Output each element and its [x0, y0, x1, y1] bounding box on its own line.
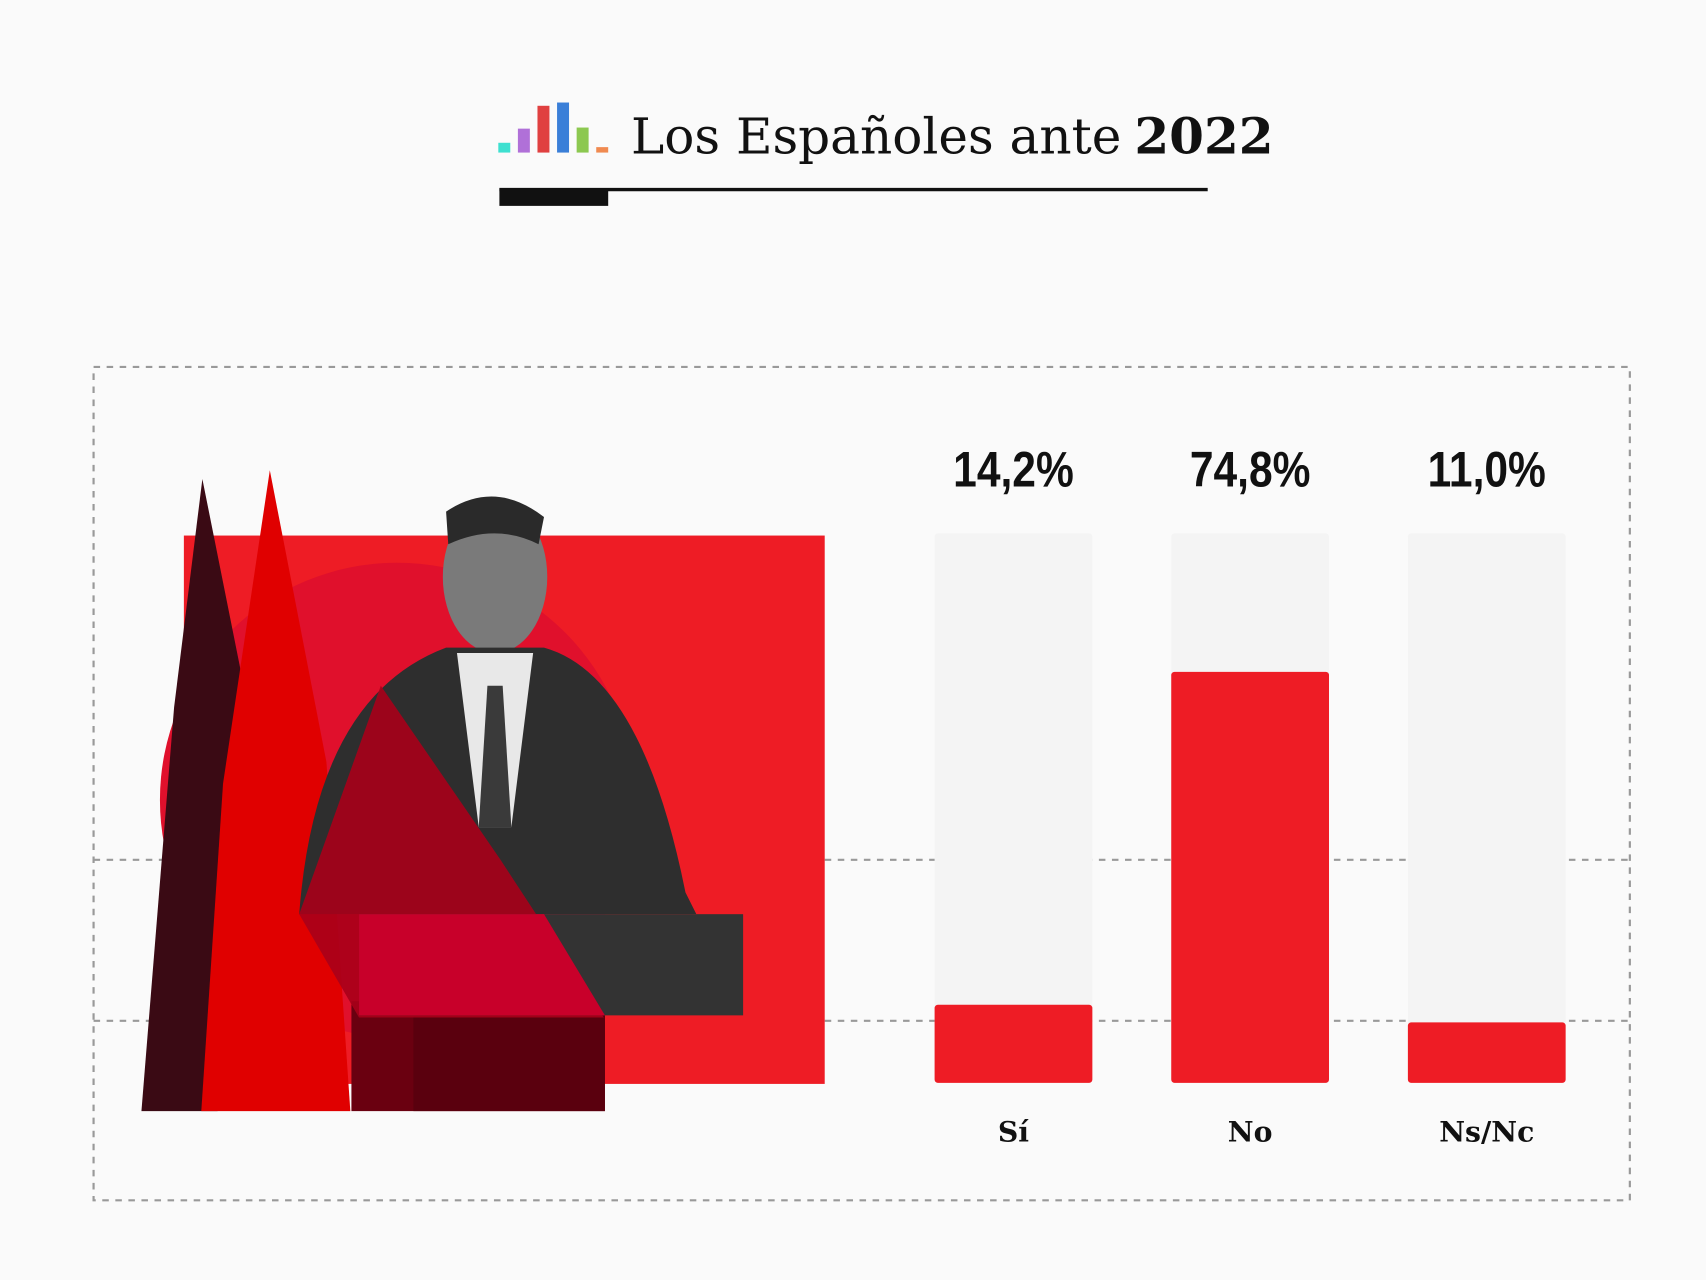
title-emphasis: 2022	[1134, 107, 1273, 166]
frame	[92, 365, 1631, 1202]
x-tick-label: Ns/Nc	[1439, 1115, 1534, 1149]
value-label: 74,8%	[1190, 441, 1311, 497]
x-tick-label: No	[1228, 1115, 1273, 1149]
x-tick-label: Sí	[998, 1115, 1029, 1149]
bar	[934, 1004, 1093, 1083]
title-text: Los Españoles ante	[631, 108, 1121, 166]
logo	[498, 102, 609, 153]
chart-title: Los Españoles ante 2022	[631, 107, 1274, 166]
bar-track	[1407, 533, 1566, 1083]
bar	[1407, 1022, 1566, 1083]
value-label: 11,0%	[1428, 441, 1546, 497]
bar-track	[934, 533, 1093, 1083]
illustration	[141, 470, 825, 1112]
bar	[1171, 671, 1330, 1083]
title-rule-accent	[499, 188, 609, 206]
value-label: 14,2%	[953, 441, 1074, 497]
